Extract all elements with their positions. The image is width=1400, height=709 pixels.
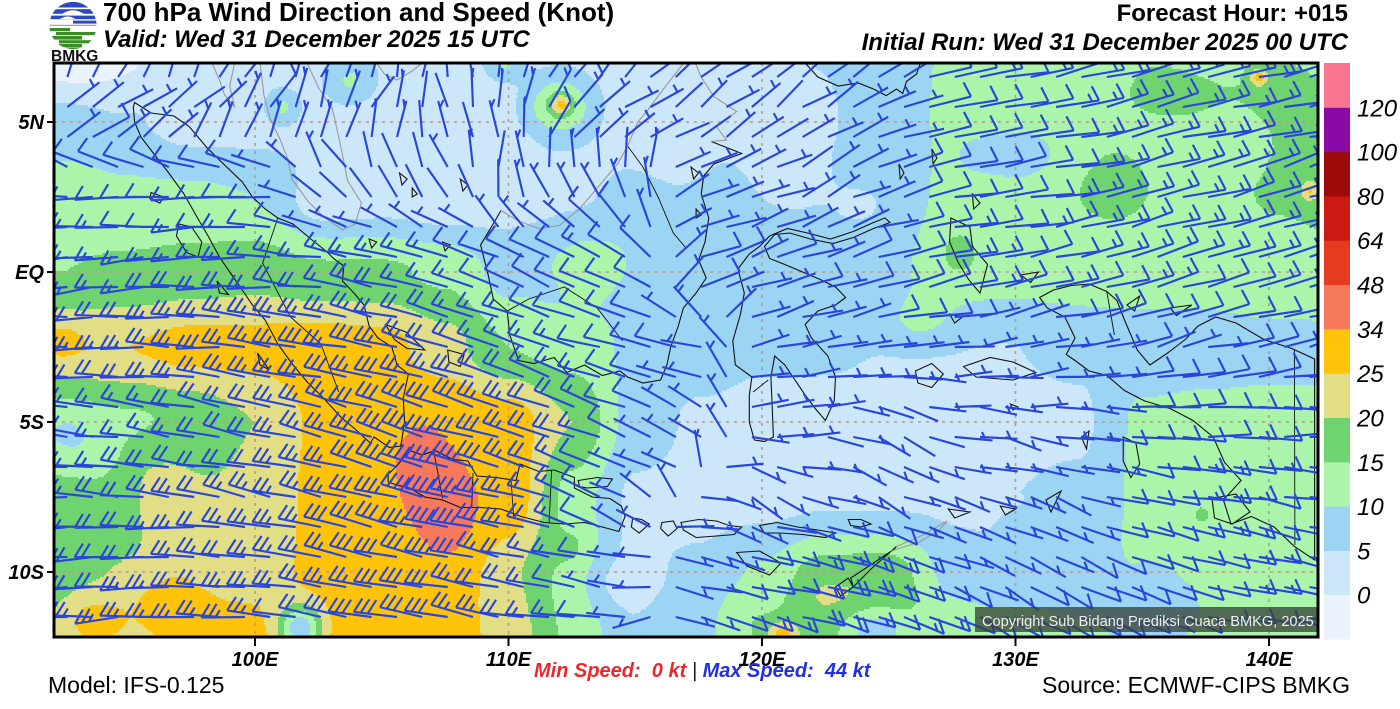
svg-text:20: 20 bbox=[1356, 406, 1384, 433]
svg-text:130E: 130E bbox=[992, 649, 1039, 671]
svg-text:100: 100 bbox=[1357, 140, 1398, 167]
svg-text:5S: 5S bbox=[20, 412, 45, 434]
svg-text:120E: 120E bbox=[739, 649, 786, 671]
svg-text:15: 15 bbox=[1357, 450, 1384, 477]
svg-text:120: 120 bbox=[1357, 95, 1398, 122]
svg-text:10: 10 bbox=[1357, 494, 1384, 521]
svg-text:0: 0 bbox=[1357, 583, 1371, 610]
svg-text:25: 25 bbox=[1356, 361, 1384, 388]
svg-text:5N: 5N bbox=[18, 112, 44, 134]
svg-text:140E: 140E bbox=[1246, 649, 1293, 671]
svg-text:48: 48 bbox=[1357, 273, 1384, 300]
svg-text:Copyright Sub Bidang Prediksi: Copyright Sub Bidang Prediksi Cuaca BMKG… bbox=[982, 614, 1314, 630]
svg-text:BMKG: BMKG bbox=[51, 48, 98, 63]
svg-text:110E: 110E bbox=[486, 649, 532, 671]
svg-text:EQ: EQ bbox=[15, 262, 44, 284]
svg-text:64: 64 bbox=[1357, 228, 1384, 255]
svg-text:80: 80 bbox=[1357, 184, 1384, 211]
svg-text:5: 5 bbox=[1357, 538, 1371, 565]
svg-text:100E: 100E bbox=[232, 649, 279, 671]
svg-text:10S: 10S bbox=[8, 562, 44, 584]
svg-text:34: 34 bbox=[1357, 317, 1384, 344]
